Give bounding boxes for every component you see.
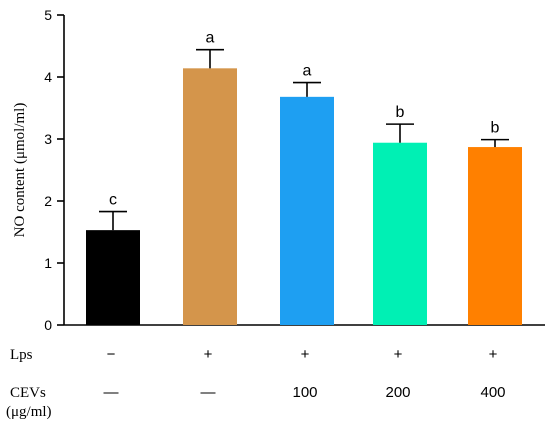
cevs-value: — — [104, 384, 119, 401]
lps-row-label: Lps — [10, 347, 33, 363]
y-axis: 0 1 2 3 4 5 — [44, 7, 65, 333]
significance-letters: c a a b b — [109, 30, 500, 209]
bar-series — [86, 68, 522, 325]
significance-letter: b — [491, 120, 500, 137]
y-tick-label: 0 — [44, 317, 52, 333]
significance-letter: a — [303, 63, 312, 80]
bar — [86, 230, 140, 325]
bar — [183, 68, 237, 325]
bar — [280, 96, 334, 325]
cevs-value: 400 — [480, 384, 505, 401]
lps-value: + — [204, 346, 213, 363]
cevs-unit-label: (μg/ml) — [6, 404, 52, 420]
lps-value: + — [394, 346, 403, 363]
y-tick-label: 1 — [44, 255, 52, 271]
y-tick-label: 2 — [44, 193, 52, 209]
cevs-row-label: CEVs — [10, 385, 46, 401]
y-axis-label: NO content (μmol/ml) — [12, 103, 28, 238]
lps-value: + — [301, 346, 310, 363]
bar — [468, 147, 522, 325]
error-bars — [99, 48, 509, 231]
cevs-value: 100 — [292, 384, 317, 401]
lps-value: − — [107, 346, 116, 363]
significance-letter: b — [396, 104, 405, 121]
y-tick-label: 3 — [44, 131, 52, 147]
significance-letter: a — [206, 30, 215, 47]
significance-letter: c — [109, 192, 117, 209]
lps-value: + — [489, 346, 498, 363]
y-tick-label: 5 — [44, 7, 52, 23]
cevs-value: 200 — [385, 384, 410, 401]
bar — [373, 142, 427, 325]
cevs-value: — — [201, 384, 216, 401]
y-tick-label: 4 — [44, 69, 52, 85]
condition-rows: Lps CEVs (μg/ml) − — + — +100 +200 +400 — [6, 346, 506, 420]
